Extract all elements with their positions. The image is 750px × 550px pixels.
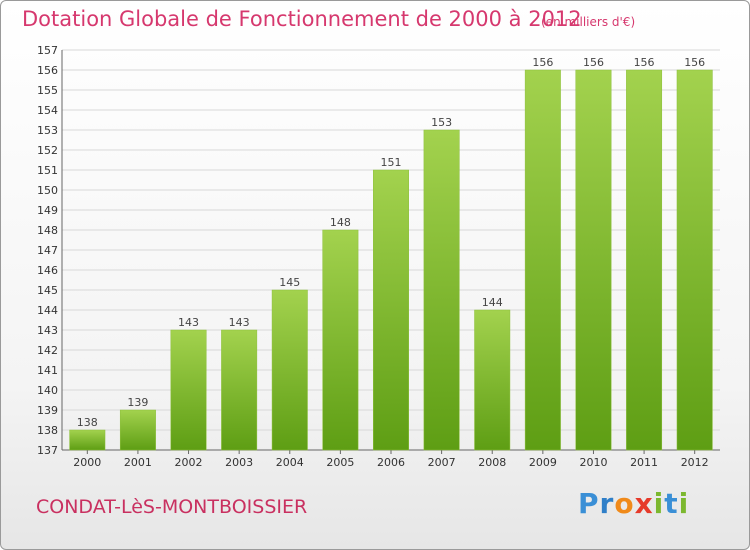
y-tick-label: 142 bbox=[37, 344, 58, 357]
logo-letter: r bbox=[599, 487, 615, 520]
y-tick-label: 137 bbox=[37, 444, 58, 457]
bar-2012 bbox=[676, 69, 713, 451]
logo-letter: x bbox=[634, 487, 654, 520]
x-tick-label: 2001 bbox=[124, 456, 152, 469]
y-tick-label: 154 bbox=[37, 104, 58, 117]
logo-letter: i bbox=[653, 487, 665, 520]
x-tick-label: 2007 bbox=[428, 456, 456, 469]
bar-2005 bbox=[322, 229, 359, 451]
logo-letter: o bbox=[614, 487, 635, 520]
logo-letter: t bbox=[664, 487, 679, 520]
y-tick-label: 149 bbox=[37, 204, 58, 217]
value-label: 148 bbox=[330, 216, 351, 229]
value-label: 156 bbox=[583, 56, 604, 69]
y-tick-label: 144 bbox=[37, 304, 58, 317]
y-tick-label: 148 bbox=[37, 224, 58, 237]
y-tick-label: 157 bbox=[37, 44, 58, 57]
value-label: 153 bbox=[431, 116, 452, 129]
value-label: 144 bbox=[482, 296, 503, 309]
x-tick-label: 2009 bbox=[529, 456, 557, 469]
y-tick-label: 139 bbox=[37, 404, 58, 417]
y-tick-label: 146 bbox=[37, 264, 58, 277]
y-tick-label: 147 bbox=[37, 244, 58, 257]
y-tick-label: 138 bbox=[37, 424, 58, 437]
y-tick-label: 143 bbox=[37, 324, 58, 337]
value-label: 156 bbox=[684, 56, 705, 69]
value-label: 138 bbox=[77, 416, 98, 429]
bar-2004 bbox=[271, 289, 308, 451]
municipality-name: CONDAT-LèS-MONTBOISSIER bbox=[36, 496, 308, 518]
bar-2010 bbox=[575, 69, 612, 451]
x-tick-label: 2002 bbox=[175, 456, 203, 469]
bar-2001 bbox=[119, 409, 156, 451]
value-label: 156 bbox=[532, 56, 553, 69]
y-tick-label: 155 bbox=[37, 84, 58, 97]
y-tick-label: 141 bbox=[37, 364, 58, 377]
bar-2009 bbox=[524, 69, 561, 451]
chart-title: Dotation Globale de Fonctionnement de 20… bbox=[22, 7, 582, 31]
logo-letter: i bbox=[678, 487, 690, 520]
bar-2000 bbox=[69, 429, 106, 451]
value-label: 151 bbox=[381, 156, 402, 169]
bar-2002 bbox=[170, 329, 207, 451]
y-tick-label: 156 bbox=[37, 64, 58, 77]
bar-2006 bbox=[373, 169, 409, 451]
value-label: 143 bbox=[178, 316, 199, 329]
value-label: 139 bbox=[127, 396, 148, 409]
y-tick-label: 145 bbox=[37, 284, 58, 297]
y-tick-label: 150 bbox=[37, 184, 58, 197]
x-tick-label: 2010 bbox=[579, 456, 607, 469]
x-tick-label: 2000 bbox=[73, 456, 101, 469]
x-tick-label: 2011 bbox=[630, 456, 658, 469]
bar-2011 bbox=[626, 69, 663, 451]
y-tick-label: 152 bbox=[37, 144, 58, 157]
x-tick-label: 2012 bbox=[681, 456, 709, 469]
x-tick-label: 2004 bbox=[276, 456, 304, 469]
proxiti-logo: Proxiti bbox=[578, 487, 689, 520]
bar-2003 bbox=[221, 329, 258, 451]
value-label: 143 bbox=[229, 316, 250, 329]
y-tick-label: 153 bbox=[37, 124, 58, 137]
value-label: 145 bbox=[279, 276, 300, 289]
logo-letter: P bbox=[578, 487, 600, 520]
x-tick-label: 2008 bbox=[478, 456, 506, 469]
x-tick-label: 2006 bbox=[377, 456, 405, 469]
chart-subtitle: (en milliers d'€) bbox=[541, 15, 636, 29]
y-tick-label: 140 bbox=[37, 384, 58, 397]
x-tick-label: 2005 bbox=[326, 456, 354, 469]
bar-2007 bbox=[423, 129, 460, 451]
bar-2008 bbox=[474, 309, 511, 451]
y-tick-label: 151 bbox=[37, 164, 58, 177]
x-tick-label: 2003 bbox=[225, 456, 253, 469]
value-label: 156 bbox=[634, 56, 655, 69]
